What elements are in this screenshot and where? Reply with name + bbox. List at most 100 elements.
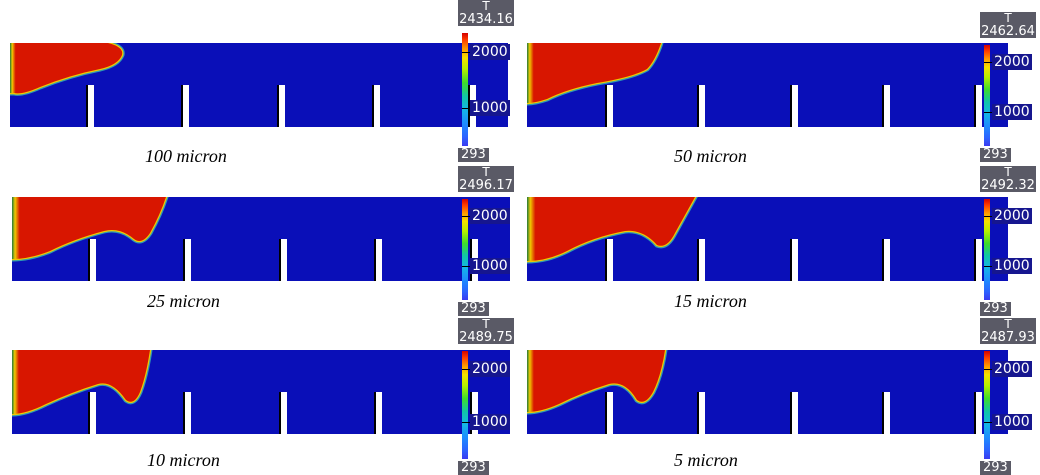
slot-shadow bbox=[605, 85, 607, 127]
slot-shadow bbox=[183, 239, 185, 281]
slot-shadow bbox=[790, 392, 792, 434]
slot-shadow bbox=[374, 392, 376, 434]
field-svg bbox=[12, 350, 510, 434]
slot bbox=[976, 85, 982, 127]
colorbar-gradient bbox=[462, 351, 468, 459]
colorbar-tick-label: 2000 bbox=[470, 44, 510, 60]
field-svg bbox=[527, 197, 1008, 281]
slot-shadow bbox=[697, 392, 699, 434]
colorbar-variable: T bbox=[1004, 317, 1012, 331]
slot-shadow bbox=[697, 239, 699, 281]
colorbar-tick bbox=[984, 62, 992, 63]
colorbar-tick bbox=[462, 52, 470, 53]
colorbar-variable: T bbox=[1004, 165, 1012, 179]
colorbar-tick-label: 2000 bbox=[470, 361, 510, 377]
melt-pool-region bbox=[527, 350, 665, 412]
temperature-colorbar: T 2434.16 2000 1000 293 bbox=[458, 0, 522, 162]
slot bbox=[279, 85, 285, 127]
slot-shadow bbox=[790, 239, 792, 281]
melt-pool-region bbox=[527, 197, 695, 261]
colorbar-header: T 2492.32 bbox=[980, 166, 1036, 192]
slot-shadow bbox=[605, 392, 607, 434]
colorbar-tick-label: 1000 bbox=[992, 104, 1032, 120]
colorbar-max: 2492.32 bbox=[981, 178, 1035, 193]
slot-shadow bbox=[277, 85, 279, 127]
colorbar-header: T 2487.93 bbox=[980, 318, 1036, 344]
slot-shadow bbox=[181, 85, 183, 127]
temperature-field bbox=[527, 350, 1008, 434]
colorbar-tick-label: 2000 bbox=[992, 54, 1032, 70]
slot-shadow bbox=[372, 85, 374, 127]
slot-shadow bbox=[468, 85, 470, 127]
colorbar-tick-label: 2000 bbox=[992, 208, 1032, 224]
colorbar-header: T 2434.16 bbox=[458, 0, 514, 26]
colorbar-max: 2487.93 bbox=[981, 330, 1035, 345]
colorbar-tick-label: 1000 bbox=[992, 258, 1032, 274]
temperature-field bbox=[12, 350, 510, 434]
melt-pool-region bbox=[12, 197, 166, 259]
colorbar-variable: T bbox=[482, 317, 490, 331]
colorbar-tick bbox=[984, 422, 992, 423]
slot-shadow bbox=[882, 392, 884, 434]
slot bbox=[183, 85, 189, 127]
slot-shadow bbox=[279, 239, 281, 281]
melt-pool-region bbox=[12, 350, 150, 414]
panel-caption: 5 micron bbox=[674, 450, 738, 470]
temperature-field bbox=[527, 197, 1008, 281]
slot-shadow bbox=[974, 85, 976, 127]
slot bbox=[185, 239, 191, 281]
panel-caption: 25 micron bbox=[147, 291, 220, 311]
colorbar-max: 2434.16 bbox=[459, 12, 513, 27]
colorbar-min: 293 bbox=[458, 302, 489, 316]
colorbar-tick bbox=[984, 112, 992, 113]
colorbar-tick bbox=[462, 108, 470, 109]
panel-caption: 50 micron bbox=[674, 146, 747, 166]
colorbar-max: 2462.64 bbox=[981, 24, 1035, 39]
slot bbox=[376, 392, 382, 434]
temperature-colorbar: T 2487.93 2000 1000 293 bbox=[980, 318, 1040, 475]
colorbar-tick-label: 1000 bbox=[470, 414, 510, 430]
slot bbox=[90, 392, 96, 434]
slot bbox=[976, 392, 982, 434]
temperature-field bbox=[527, 43, 1008, 127]
colorbar-tick bbox=[462, 216, 470, 217]
colorbar-max: 2496.17 bbox=[459, 178, 513, 193]
slot bbox=[376, 239, 382, 281]
slot-shadow bbox=[697, 85, 699, 127]
colorbar-gradient bbox=[984, 45, 990, 146]
slot-shadow bbox=[470, 392, 472, 434]
temperature-colorbar: T 2462.64 2000 1000 293 bbox=[980, 12, 1040, 162]
slot-shadow bbox=[605, 239, 607, 281]
colorbar-tick bbox=[984, 369, 992, 370]
slot-shadow bbox=[790, 85, 792, 127]
colorbar-min: 293 bbox=[458, 461, 489, 475]
temperature-colorbar: T 2492.32 2000 1000 293 bbox=[980, 166, 1040, 316]
colorbar-max: 2489.75 bbox=[459, 330, 513, 345]
colorbar-min: 293 bbox=[980, 461, 1011, 475]
colorbar-header: T 2462.64 bbox=[980, 12, 1036, 38]
colorbar-tick bbox=[462, 266, 470, 267]
colorbar-tick-label: 1000 bbox=[992, 414, 1032, 430]
colorbar-header: T 2489.75 bbox=[458, 318, 514, 344]
slot bbox=[699, 85, 705, 127]
slot-shadow bbox=[882, 239, 884, 281]
slot bbox=[90, 239, 96, 281]
slot-shadow bbox=[279, 392, 281, 434]
slot bbox=[281, 239, 287, 281]
colorbar-min: 293 bbox=[458, 148, 489, 162]
slot bbox=[281, 392, 287, 434]
slot bbox=[792, 392, 798, 434]
colorbar-gradient bbox=[984, 199, 990, 300]
slot bbox=[472, 392, 478, 434]
colorbar-tick bbox=[462, 422, 470, 423]
slot bbox=[792, 85, 798, 127]
slot bbox=[884, 392, 890, 434]
slot-shadow bbox=[374, 239, 376, 281]
colorbar-gradient bbox=[984, 351, 990, 459]
colorbar-variable: T bbox=[482, 0, 490, 13]
slot bbox=[976, 239, 982, 281]
colorbar-variable: T bbox=[1004, 11, 1012, 25]
colorbar-tick-label: 1000 bbox=[470, 100, 510, 116]
colorbar-gradient bbox=[462, 199, 468, 300]
slot-shadow bbox=[88, 239, 90, 281]
